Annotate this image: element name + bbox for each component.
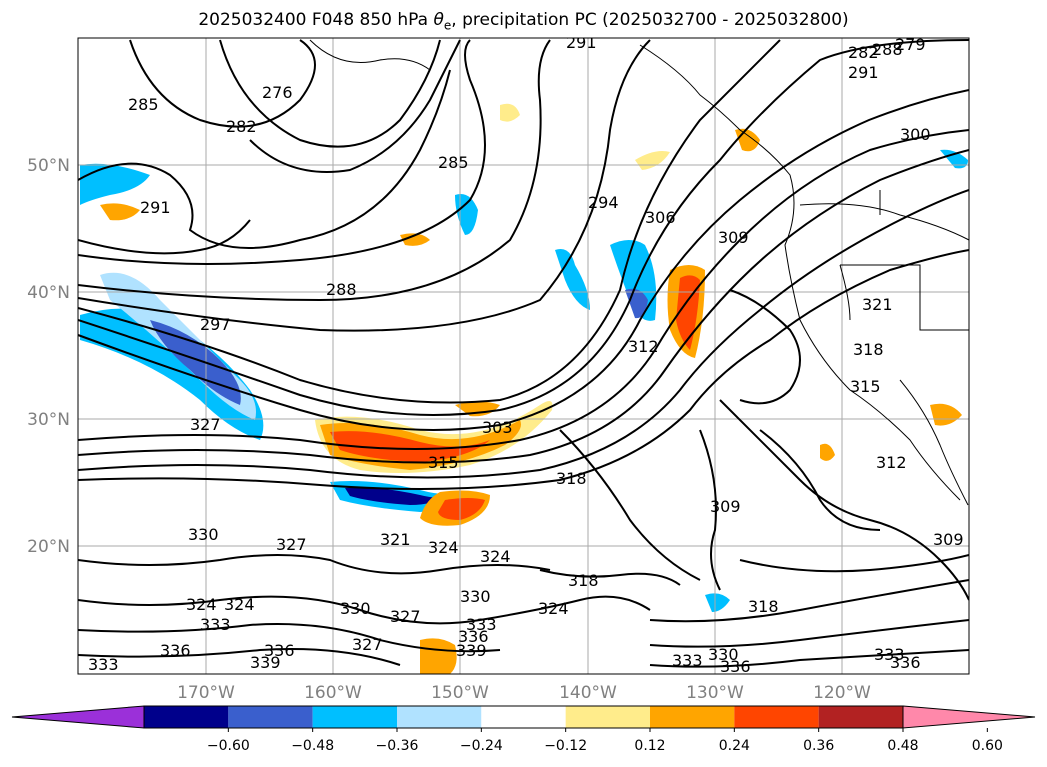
contour-label: 309	[718, 228, 749, 247]
contour-label: 285	[438, 153, 469, 172]
lon-label: 120°W	[813, 683, 871, 703]
colorbar-tick-label: −0.24	[460, 738, 503, 754]
colorbar-tick-label: −0.36	[376, 738, 419, 754]
contour-label: 312	[876, 453, 907, 472]
contour-label: 318	[568, 571, 599, 590]
lat-label: 50°N	[27, 156, 70, 176]
contour-label: 279	[895, 35, 926, 54]
contour-label: 336	[264, 641, 295, 660]
contour-label: 288	[872, 40, 903, 59]
colorbar-segment	[650, 706, 735, 728]
contour-label: 300	[900, 125, 931, 144]
contour-label: 336	[890, 653, 921, 672]
contour-label: 324	[224, 595, 255, 614]
longitude-labels: 170°W 160°W 150°W 140°W 130°W 120°W	[177, 683, 871, 703]
contour-label: 336	[720, 657, 751, 676]
colorbar-segment	[312, 706, 397, 728]
colorbar-extend-min	[11, 705, 145, 729]
contour-label: 333	[466, 615, 497, 634]
lat-label: 20°N	[27, 537, 70, 557]
contour-label: 333	[874, 645, 905, 664]
contour-label: 327	[276, 535, 307, 554]
map-frame	[77, 37, 970, 675]
contour-label: 306	[645, 208, 676, 227]
lon-label: 170°W	[177, 683, 235, 703]
contour-label: 291	[566, 33, 597, 52]
contour-label: 291	[848, 63, 879, 82]
contour-label: 327	[190, 415, 221, 434]
contour-label: 303	[482, 418, 513, 437]
colorbar-segment	[144, 706, 229, 728]
contour-label: 330	[340, 599, 371, 618]
contour-label: 339	[456, 641, 487, 660]
colorbar-tick-label: 0.12	[634, 738, 665, 754]
colorbar-segment	[565, 706, 650, 728]
contour-label: 312	[628, 337, 659, 356]
colorbar: −0.60 −0.48 −0.36 −0.24 −0.12 0.12 0.24 0.36 0.4…	[11, 705, 1036, 754]
contour-label: 324	[428, 538, 459, 557]
colorbar-tick-label: 0.60	[972, 738, 1003, 754]
contour-label: 282	[226, 117, 257, 136]
theta-e-contours	[78, 39, 969, 668]
contour-label: 294	[588, 193, 619, 212]
lon-label: 160°W	[304, 683, 362, 703]
contour-label: 276	[262, 83, 293, 102]
colorbar-segment	[397, 706, 482, 728]
contour-label: 318	[853, 340, 884, 359]
contour-label: 291	[140, 198, 171, 217]
contour-label: 309	[933, 530, 964, 549]
contour-label: 330	[188, 525, 219, 544]
precipitation-shading	[80, 103, 968, 674]
map-title: 2025032400 F048 850 hPa θe, precipitatio…	[198, 10, 849, 33]
contour-label: 333	[672, 651, 703, 670]
contour-label: 333	[200, 615, 231, 634]
contour-label: 318	[748, 597, 779, 616]
contour-label: 330	[708, 645, 739, 664]
colorbar-tick-label: 0.36	[803, 738, 834, 754]
contour-label: 333	[88, 655, 119, 674]
colorbar-outline	[143, 705, 904, 729]
contour-label: 315	[850, 377, 881, 396]
contour-label: 315	[428, 453, 459, 472]
colorbar-extend-max	[902, 705, 1036, 729]
contour-label: 339	[250, 653, 281, 672]
colorbar-segment	[228, 706, 313, 728]
colorbar-tick-label: −0.48	[291, 738, 334, 754]
colorbar-tick-label: −0.60	[207, 738, 250, 754]
contour-label: 327	[352, 635, 383, 654]
contour-label: 297	[200, 315, 231, 334]
lat-label: 30°N	[27, 410, 70, 430]
latitude-labels: 50°N 40°N 30°N 20°N	[27, 156, 70, 557]
lon-label: 150°W	[431, 683, 489, 703]
contour-label: 336	[160, 641, 191, 660]
lat-label: 40°N	[27, 283, 70, 303]
contour-label: 282	[848, 43, 879, 62]
contour-labels: 291 282 279 288 291 276 285 282 285 300 …	[88, 33, 964, 676]
contour-label: 321	[380, 530, 411, 549]
colorbar-tick-label: 0.24	[719, 738, 750, 754]
contour-label: 324	[480, 547, 511, 566]
contour-label: 321	[862, 295, 893, 314]
lon-label: 140°W	[559, 683, 617, 703]
contour-label: 285	[128, 95, 159, 114]
colorbar-tick-label: 0.48	[887, 738, 918, 754]
colorbar-segment	[818, 706, 903, 728]
contour-label: 288	[326, 280, 357, 299]
contour-label: 324	[538, 599, 569, 618]
contour-label: 327	[390, 607, 421, 626]
contour-label: 324	[186, 595, 217, 614]
contour-label: 330	[460, 587, 491, 606]
colorbar-segment	[734, 706, 819, 728]
colorbar-tick-label: −0.12	[544, 738, 587, 754]
contour-label: 336	[458, 627, 489, 646]
colorbar-segment	[481, 706, 566, 728]
lon-label: 130°W	[686, 683, 744, 703]
contour-label: 309	[710, 497, 741, 516]
contour-label: 318	[556, 469, 587, 488]
